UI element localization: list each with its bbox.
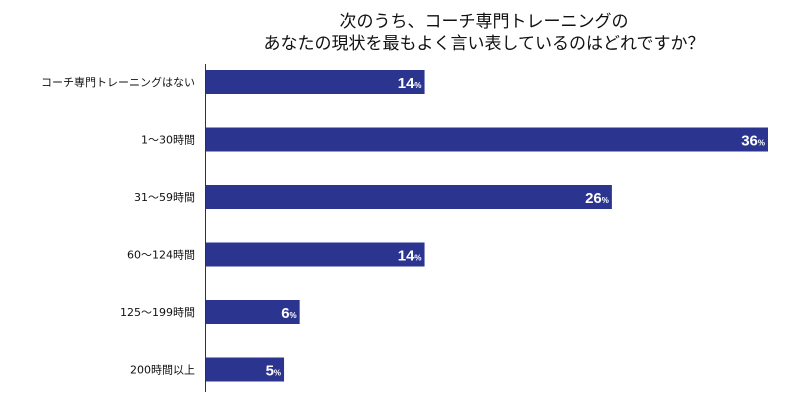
bar-value-label: 5% <box>266 363 281 380</box>
bar-value-number: 36 <box>741 133 758 150</box>
category-label: 60〜124時間 <box>127 249 195 262</box>
bar <box>206 300 300 324</box>
bar-value-number: 5 <box>266 363 274 380</box>
category-label: 200時間以上 <box>130 364 195 377</box>
bar-value-number: 14 <box>398 248 415 265</box>
bar <box>206 242 425 267</box>
bar-value-label: 14% <box>398 248 422 265</box>
category-label: コーチ専門トレーニングはない <box>41 75 195 89</box>
bar-value-number: 26 <box>585 190 602 207</box>
bar-value-unit: % <box>758 139 765 148</box>
bar-value-unit: % <box>414 81 421 90</box>
category-label: 125〜199時間 <box>120 306 195 319</box>
bars-layer: コーチ専門トレーニングはない 14% 1〜30時間 36% 31〜59時間 26% 60〜1… <box>41 70 768 382</box>
chart-title: 次のうち、コーチ専門トレーニングの あなたの現状を最もよく言い表しているのはどれ… <box>264 12 705 54</box>
category-label: 1〜30時間 <box>141 134 195 147</box>
chart-title-line-1: 次のうち、コーチ専門トレーニングの <box>340 12 629 32</box>
bar-value-unit: % <box>274 369 281 378</box>
bar <box>206 185 612 209</box>
chart-title-line-2: あなたの現状を最もよく言い表しているのはどれですか？ <box>264 34 705 54</box>
bar-value-unit: % <box>290 311 297 320</box>
bar-value-unit: % <box>602 196 609 205</box>
bar-value-label: 26% <box>585 190 609 207</box>
bar-value-label: 14% <box>398 75 422 92</box>
bar-value-label: 36% <box>741 133 765 150</box>
category-label: 31〜59時間 <box>134 191 195 204</box>
bar <box>206 127 768 152</box>
bar <box>206 357 285 382</box>
bar-value-number: 14 <box>398 75 415 92</box>
bar-value-label: 6% <box>281 305 296 322</box>
bar-value-number: 6 <box>281 305 289 322</box>
bar <box>206 70 425 94</box>
bar-value-unit: % <box>414 254 421 263</box>
